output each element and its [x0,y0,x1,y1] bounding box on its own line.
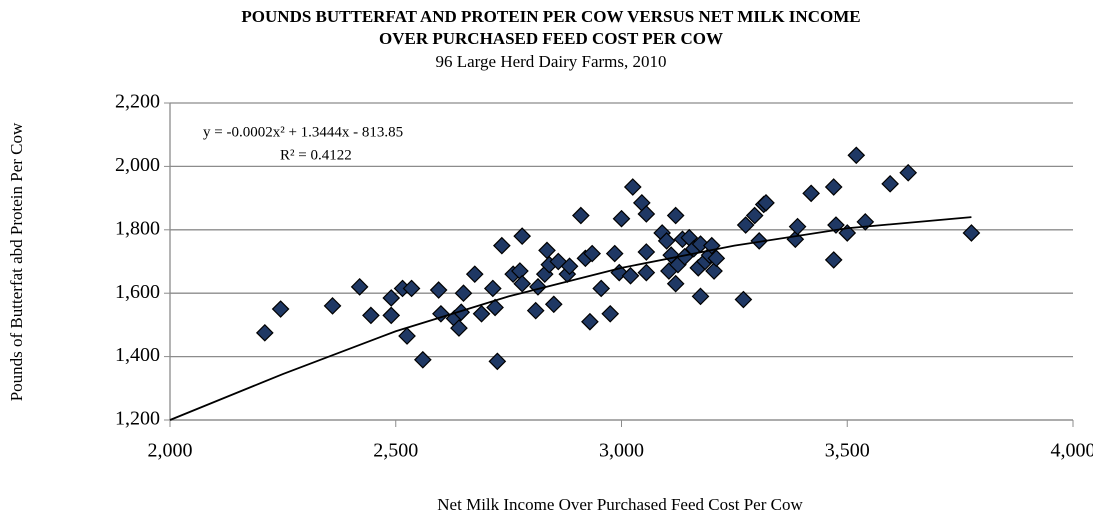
point [881,174,899,193]
point [493,236,511,255]
point [605,244,624,263]
point [734,290,753,309]
point [362,306,380,325]
y-tick-label: 2,200 [115,91,160,113]
point [827,216,845,234]
trendline-equation: y = -0.0002x² + 1.3444x - 813.85 [203,124,403,140]
y-tick-label: 1,200 [115,408,160,430]
trendline [169,216,972,421]
point [350,278,369,296]
y-axis-title: Pounds of Butterfat abd Protein Per Cow [7,122,26,401]
x-tick-label: 2,500 [373,440,418,462]
point [513,274,532,293]
point [824,178,843,196]
x-tick-label: 3,500 [825,440,870,462]
point [637,205,656,223]
point [736,216,755,234]
point [323,297,342,315]
point [581,312,599,331]
chart-title: POUNDS BUTTERFAT AND PROTEIN PER COW VER… [241,7,860,26]
y-tick-label: 1,400 [115,344,160,366]
point [450,319,468,337]
point [601,304,620,323]
point [612,209,631,228]
point [454,284,473,303]
point [413,350,432,369]
point [802,184,820,203]
point [529,278,547,296]
point [465,265,484,284]
point [483,279,502,298]
point [757,194,775,212]
x-tick-label: 2,000 [148,440,193,462]
point [666,274,685,293]
point [271,300,290,318]
chart-title: OVER PURCHASED FEED COST PER COW [379,29,723,48]
point [691,287,710,306]
point [486,298,504,317]
point [572,206,590,225]
point [707,249,726,268]
point [657,232,676,250]
point [382,306,401,325]
point [745,206,764,225]
point [429,281,448,299]
x-tick-label: 4,000 [1051,440,1093,462]
y-tick-label: 2,000 [115,154,160,176]
point [847,146,866,165]
point [824,251,843,269]
point [962,224,981,242]
trendline-r-squared: R² = 0.4122 [280,147,352,163]
point [538,241,556,260]
point [666,206,685,225]
point [637,263,656,282]
point [637,243,656,261]
point [544,295,563,314]
y-tick-label: 1,800 [115,217,160,239]
point [705,262,723,280]
x-tick-label: 3,000 [599,440,644,462]
point [398,327,416,345]
point [592,279,611,298]
point [788,217,807,236]
point [382,289,401,307]
point [472,304,491,323]
point [899,163,918,182]
point [621,266,640,285]
point [513,227,532,245]
point [402,279,421,298]
point [255,323,274,342]
point [488,352,507,371]
point [526,301,545,320]
point [583,244,602,263]
y-tick-label: 1,600 [115,281,160,303]
point [786,230,805,249]
point [560,257,579,276]
point [750,232,769,250]
x-axis-title: Net Milk Income Over Purchased Feed Cost… [437,495,803,514]
chart-subtitle: 96 Large Herd Dairy Farms, 2010 [435,52,666,71]
point [623,178,642,196]
